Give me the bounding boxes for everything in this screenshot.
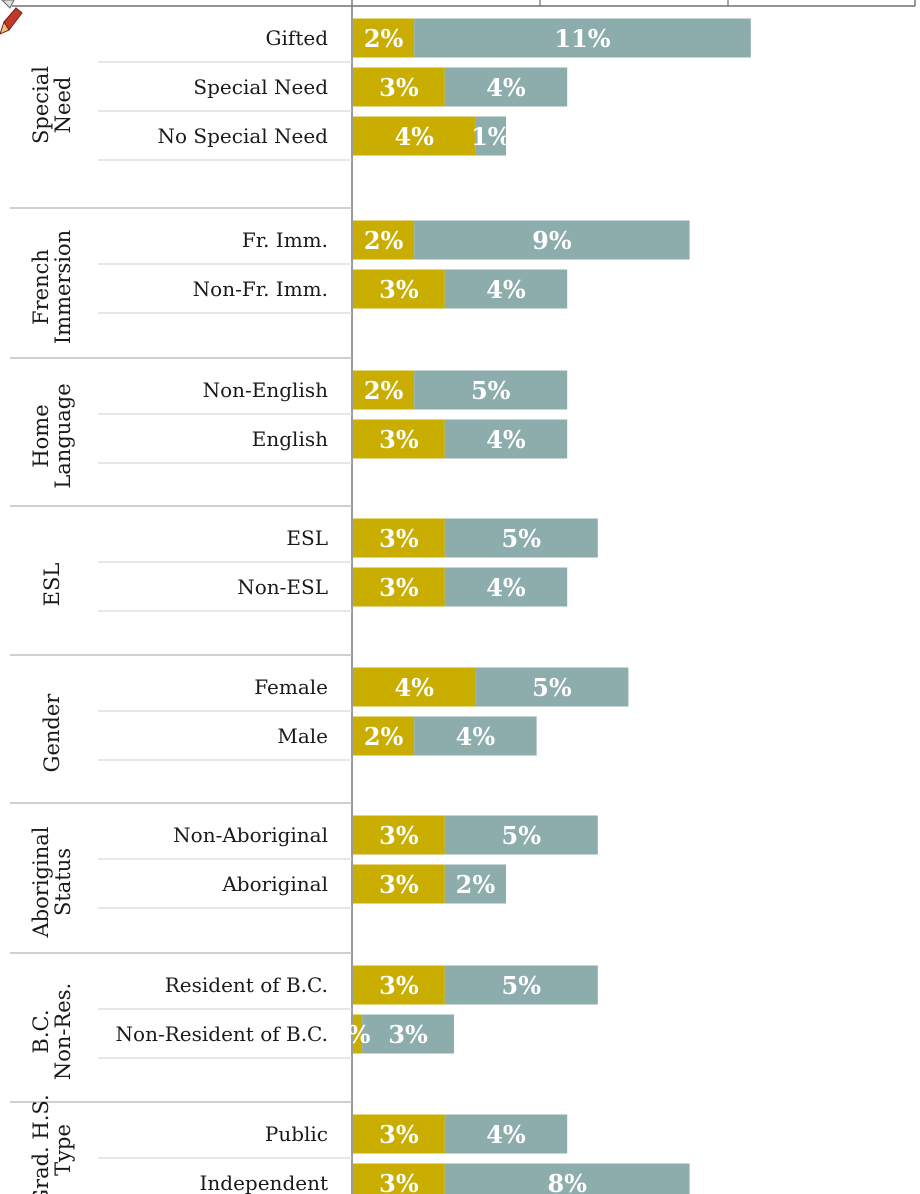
category-label: Resident of B.C. <box>165 973 328 997</box>
value-label-b: 4% <box>486 573 526 602</box>
bar-segment-b <box>444 67 568 107</box>
bar-segment-b <box>444 1163 690 1194</box>
bar-segment-b <box>444 419 568 459</box>
value-label-b: 2% <box>456 870 496 899</box>
group-label: Grad. H.S.Type <box>29 1094 75 1194</box>
value-label-a: 3% <box>379 1120 419 1149</box>
category-label: No Special Need <box>158 124 329 148</box>
category-label: Fr. Imm. <box>242 228 328 252</box>
group-label: B.C.Non-Res. <box>29 983 75 1080</box>
bar-segment-b <box>414 716 537 756</box>
category-label: Gifted <box>266 26 329 50</box>
value-label-b: 4% <box>486 73 526 102</box>
bar-segment-a <box>353 18 415 58</box>
bar-segment-a <box>353 815 445 855</box>
value-label-b: 4% <box>486 275 526 304</box>
bar-segment-a <box>353 864 445 904</box>
group-label: AboriginalStatus <box>29 826 75 938</box>
value-label-a: 2% <box>364 722 404 751</box>
group-label: FrenchImmersion <box>29 230 75 344</box>
bar-segment-a <box>353 1014 363 1054</box>
value-label-a: 3% <box>379 971 419 1000</box>
group-label: SpecialNeed <box>29 66 75 144</box>
value-label-a: 3% <box>379 275 419 304</box>
bar-segment-b <box>444 518 598 558</box>
category-label: Special Need <box>193 75 328 99</box>
bar-segment-b <box>444 864 506 904</box>
value-label-a: 3% <box>379 821 419 850</box>
value-label-a: 3% <box>379 73 419 102</box>
group-label: HomeLanguage <box>29 383 75 488</box>
bar-segment-b <box>444 269 568 309</box>
bar-segment-b <box>444 1114 568 1154</box>
bar-segment-a <box>353 220 415 260</box>
bar-segment-b <box>414 18 751 58</box>
bar-segment-b <box>444 815 598 855</box>
value-label-b: 5% <box>502 524 542 553</box>
bar-segment-b <box>475 116 506 156</box>
category-label: Independent <box>200 1171 329 1194</box>
category-label: English <box>252 427 328 451</box>
bar-segment-a <box>353 965 445 1005</box>
group-label: ESL <box>40 563 64 607</box>
bar-segment-a <box>353 1114 445 1154</box>
bar-segment-a <box>353 567 445 607</box>
bar-segment-a <box>353 1163 445 1194</box>
value-label-a: 3% <box>379 870 419 899</box>
value-label-b: 5% <box>502 821 542 850</box>
category-label: Non-Aboriginal <box>173 823 328 847</box>
category-label: Female <box>254 675 328 699</box>
value-label-b: 4% <box>486 425 526 454</box>
group-label: Gender <box>40 693 64 773</box>
bar-segment-b <box>475 667 629 707</box>
value-label-b: 3% <box>388 1020 428 1049</box>
bar-segment-a <box>353 269 445 309</box>
category-label: ESL <box>286 526 328 550</box>
value-label-b: 5% <box>502 971 542 1000</box>
value-label-a: 3% <box>379 524 419 553</box>
category-label: Public <box>265 1122 328 1146</box>
category-label: Aboriginal <box>221 872 328 896</box>
bar-segment-b <box>444 567 568 607</box>
category-label: Non-English <box>203 378 329 402</box>
bar-segment-a <box>353 67 445 107</box>
value-label-a: 3% <box>379 1169 419 1194</box>
value-label-a: 4% <box>394 673 434 702</box>
category-label: Male <box>277 724 328 748</box>
value-label-a: 4% <box>394 122 434 151</box>
bar-segment-b <box>362 1014 454 1054</box>
bar-segment-a <box>353 667 476 707</box>
bar-segment-b <box>414 370 568 410</box>
value-label-a: 3% <box>379 573 419 602</box>
bar-segment-a <box>353 116 476 156</box>
value-label-b: 11% <box>554 24 610 53</box>
pencil-icon <box>0 0 23 35</box>
bar-segment-a <box>353 716 415 756</box>
value-label-a: 2% <box>364 24 404 53</box>
bar-segment-a <box>353 370 415 410</box>
value-label-a: 3% <box>379 425 419 454</box>
value-label-b: 9% <box>532 226 572 255</box>
category-label: Non-ESL <box>237 575 328 599</box>
value-label-a: 2% <box>364 226 404 255</box>
category-label: Non-Fr. Imm. <box>193 277 328 301</box>
value-label-b: 5% <box>532 673 572 702</box>
value-label-a: 2% <box>364 376 404 405</box>
value-label-b: 4% <box>486 1120 526 1149</box>
bar-segment-a <box>353 419 445 459</box>
bar-segment-b <box>444 965 598 1005</box>
value-label-b: 1% <box>471 122 511 151</box>
value-label-b: 8% <box>547 1169 587 1194</box>
value-label-a: % <box>348 1020 371 1049</box>
category-label: Non-Resident of B.C. <box>116 1022 328 1046</box>
value-label-b: 5% <box>471 376 511 405</box>
value-label-b: 4% <box>456 722 496 751</box>
bar-segment-a <box>353 518 445 558</box>
bar-segment-b <box>414 220 690 260</box>
